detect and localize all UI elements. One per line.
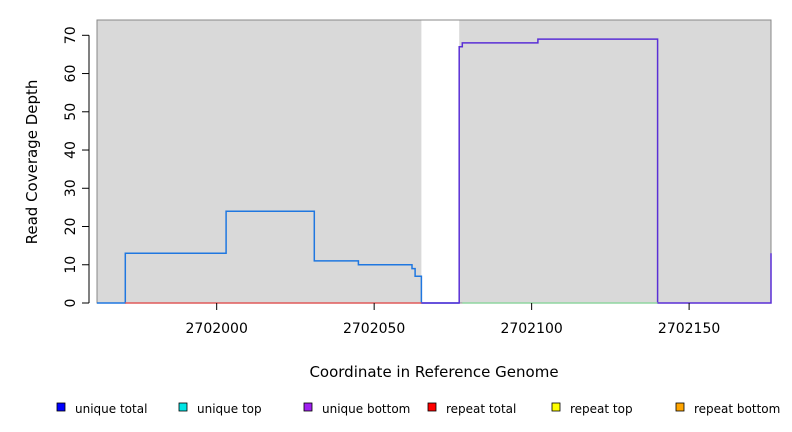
shaded-region-1 xyxy=(459,20,771,303)
legend-label: repeat top xyxy=(570,402,633,416)
y-axis: 0 10 20 30 40 50 60 70 xyxy=(63,26,90,308)
series-lines xyxy=(97,38,772,304)
x-tick-label: 2702150 xyxy=(658,321,720,337)
legend-label: unique top xyxy=(197,402,262,416)
legend-swatch xyxy=(551,402,561,412)
shaded-regions xyxy=(97,20,771,303)
y-tick-label: 40 xyxy=(63,141,79,159)
legend-label: repeat bottom xyxy=(694,402,780,416)
legend-item-unique-bottom: unique bottom xyxy=(303,402,410,416)
legend-label: unique bottom xyxy=(322,402,410,416)
shaded-region-0 xyxy=(97,20,422,303)
x-tick-label: 2702100 xyxy=(500,321,562,337)
y-tick-label: 20 xyxy=(63,218,79,236)
legend-item-repeat-bottom: repeat bottom xyxy=(675,402,780,416)
legend-label: repeat total xyxy=(446,402,516,416)
y-tick-label: 30 xyxy=(63,179,79,197)
legend-swatch xyxy=(178,402,188,412)
x-tick-label: 2702050 xyxy=(343,321,405,337)
x-axis-title: Coordinate in Reference Genome xyxy=(309,363,558,381)
series-line-unique-bottom xyxy=(421,38,772,304)
y-tick-label: 70 xyxy=(63,26,79,44)
legend-item-unique-total: unique total xyxy=(56,402,147,416)
legend-item-unique-top: unique top xyxy=(178,402,262,416)
legend-label: unique total xyxy=(75,402,147,416)
y-tick-label: 50 xyxy=(63,103,79,121)
legend-item-repeat-total: repeat total xyxy=(427,402,516,416)
legend-swatch xyxy=(56,402,66,412)
x-tick-label: 2702000 xyxy=(186,321,248,337)
y-axis-title: Read Coverage Depth xyxy=(23,80,41,245)
legend-swatch xyxy=(303,402,313,412)
legend-swatch xyxy=(427,402,437,412)
legend-swatch xyxy=(675,402,685,412)
x-axis: 2702000 2702050 2702100 2702150 xyxy=(186,303,720,337)
y-tick-label: 0 xyxy=(63,299,79,308)
legend-item-repeat-top: repeat top xyxy=(551,402,633,416)
y-tick-label: 60 xyxy=(63,65,79,83)
y-tick-label: 10 xyxy=(63,256,79,274)
legend: unique total unique top unique bottom repea… xyxy=(56,402,780,416)
series-line-unique-total xyxy=(97,210,460,304)
